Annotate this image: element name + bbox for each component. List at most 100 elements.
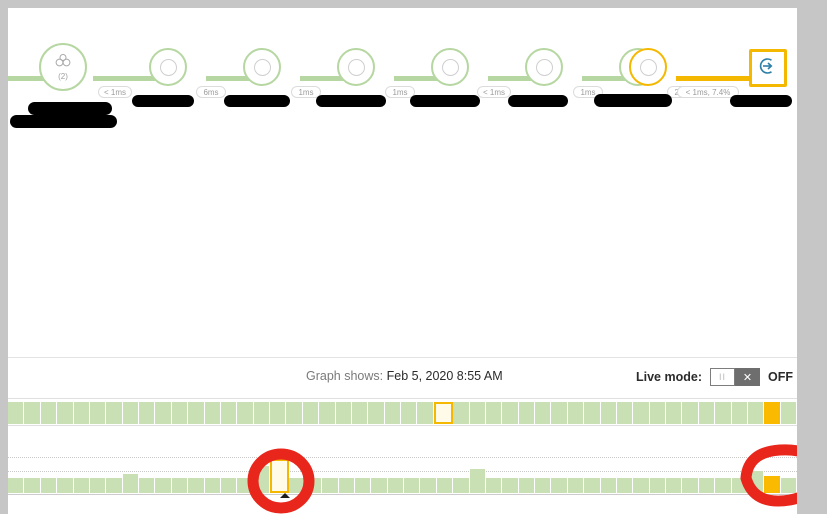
timeline-bucket[interactable]	[171, 478, 189, 493]
timeline-bucket[interactable]	[106, 402, 123, 424]
timeline-bucket[interactable]	[319, 402, 336, 424]
timeline-bucket[interactable]	[633, 478, 650, 493]
timeline-bucket[interactable]	[616, 402, 634, 424]
timeline-bucket[interactable]	[270, 402, 287, 424]
timeline-bucket[interactable]	[139, 402, 156, 424]
timeline-bucket[interactable]	[354, 478, 372, 493]
timeline-bucket[interactable]	[351, 402, 369, 424]
service-graph-canvas[interactable]: (2)	[8, 8, 797, 357]
timeline-bucket[interactable]	[649, 402, 666, 424]
timeline-bucket[interactable]	[338, 478, 355, 493]
timeline-bucket[interactable]	[220, 478, 238, 493]
timeline-bucket[interactable]	[24, 402, 41, 424]
timeline-bucket[interactable]	[715, 402, 732, 424]
timeline-bucket[interactable]	[253, 402, 270, 424]
graph-node-8-alert[interactable]	[629, 48, 667, 86]
timeline-bucket[interactable]	[666, 478, 683, 493]
timeline-bucket[interactable]	[188, 478, 205, 493]
timeline-bucket-selected[interactable]	[270, 459, 290, 493]
timeline-bucket[interactable]	[551, 478, 568, 493]
timeline-bucket[interactable]	[616, 478, 634, 493]
timeline-bucket[interactable]	[401, 402, 418, 424]
timeline-bucket[interactable]	[584, 478, 601, 493]
timeline-bucket[interactable]	[551, 402, 568, 424]
timeline-bucket[interactable]	[535, 478, 552, 493]
timeline-bucket[interactable]	[518, 402, 535, 424]
timeline-strip-top[interactable]	[8, 398, 797, 426]
timeline-bucket[interactable]	[24, 478, 41, 493]
timeline-bucket-selected[interactable]	[433, 402, 454, 424]
timeline-bucket[interactable]	[40, 402, 58, 424]
timeline-bucket[interactable]	[469, 402, 486, 424]
timeline-bucket[interactable]	[698, 478, 716, 493]
timeline-bucket[interactable]	[600, 478, 617, 493]
timeline-bucket[interactable]	[535, 402, 552, 424]
timeline-bucket[interactable]	[106, 478, 123, 493]
graph-node-entry-point[interactable]	[749, 49, 787, 87]
timeline-bucket[interactable]	[453, 478, 470, 493]
timeline-bucket[interactable]	[40, 478, 58, 493]
timeline-bucket[interactable]	[253, 466, 270, 493]
timeline-bucket[interactable]	[600, 402, 617, 424]
timeline-bucket[interactable]	[633, 402, 650, 424]
timeline-bucket[interactable]	[417, 402, 434, 424]
timeline-bucket[interactable]	[502, 402, 519, 424]
timeline-bucket[interactable]	[73, 402, 90, 424]
timeline-bucket[interactable]	[682, 478, 699, 493]
timeline-bucket[interactable]	[371, 478, 388, 493]
timeline-bucket[interactable]	[237, 402, 254, 424]
timeline-bucket[interactable]	[384, 402, 401, 424]
timeline-bucket[interactable]	[715, 478, 732, 493]
timeline-bucket[interactable]	[469, 469, 486, 493]
timeline-strip-bottom[interactable]	[8, 457, 797, 505]
timeline-bucket[interactable]	[8, 402, 25, 424]
timeline-bucket[interactable]	[155, 402, 172, 424]
timeline-bucket[interactable]	[584, 402, 601, 424]
timeline-bucket[interactable]	[731, 402, 748, 424]
live-mode-toggle-group[interactable]: II ✕	[710, 368, 760, 386]
timeline-bucket[interactable]	[453, 402, 470, 424]
timeline-bucket[interactable]	[666, 402, 683, 424]
timeline-bucket[interactable]	[322, 478, 339, 493]
timeline-bucket[interactable]	[302, 402, 320, 424]
edge-8-to-entry[interactable]	[676, 76, 760, 81]
timeline-bucket-amber[interactable]	[764, 476, 781, 493]
timeline-bucket[interactable]	[289, 478, 306, 493]
timeline-bucket[interactable]	[698, 402, 716, 424]
graph-node-6[interactable]	[525, 48, 563, 86]
timeline-bucket[interactable]	[747, 471, 765, 493]
timeline-bucket[interactable]	[305, 478, 323, 493]
timeline-bucket[interactable]	[567, 402, 585, 424]
timeline-bucket[interactable]	[567, 478, 585, 493]
timeline-bucket[interactable]	[485, 402, 503, 424]
graph-node-4[interactable]	[337, 48, 375, 86]
timeline-bucket-amber[interactable]	[764, 402, 781, 424]
timeline-bucket[interactable]	[155, 478, 172, 493]
timeline-bucket[interactable]	[57, 402, 74, 424]
timeline-bucket[interactable]	[171, 402, 189, 424]
graph-node-2[interactable]	[149, 48, 187, 86]
graph-node-cluster[interactable]: (2)	[39, 43, 87, 91]
timeline-bucket[interactable]	[368, 402, 385, 424]
timeline-bucket[interactable]	[502, 478, 519, 493]
timeline-bucket[interactable]	[649, 478, 666, 493]
timeline-bucket[interactable]	[780, 478, 797, 493]
stop-button[interactable]: ✕	[735, 368, 760, 386]
timeline-bucket[interactable]	[780, 402, 797, 424]
timeline-bucket[interactable]	[122, 402, 139, 424]
timeline-bucket[interactable]	[89, 402, 107, 424]
timeline-bucket[interactable]	[204, 402, 221, 424]
timeline-bucket[interactable]	[335, 402, 352, 424]
timeline-bucket[interactable]	[682, 402, 699, 424]
timeline-bucket[interactable]	[73, 478, 90, 493]
timeline-bucket[interactable]	[188, 402, 205, 424]
graph-node-3[interactable]	[243, 48, 281, 86]
timeline-bucket[interactable]	[420, 478, 437, 493]
edge-2-to-3[interactable]	[206, 76, 268, 81]
timeline-bucket[interactable]	[404, 478, 421, 493]
timeline-bucket[interactable]	[204, 478, 221, 493]
edge-0-to-1[interactable]	[8, 76, 46, 81]
edge-5-to-6[interactable]	[488, 76, 550, 81]
timeline-bucket[interactable]	[220, 402, 238, 424]
timeline-bucket[interactable]	[731, 478, 748, 493]
